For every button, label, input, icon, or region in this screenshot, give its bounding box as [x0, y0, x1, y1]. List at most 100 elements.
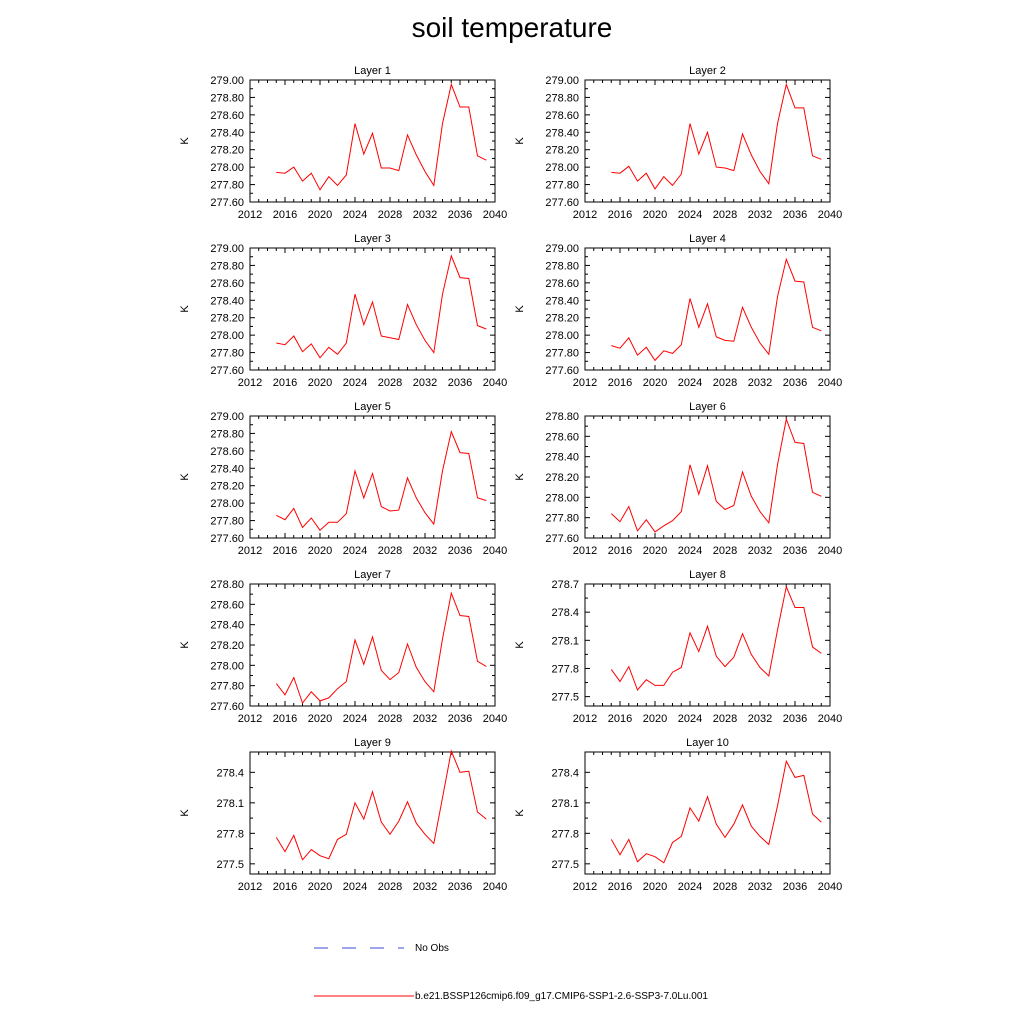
- plot-frame: [249, 79, 496, 203]
- series-line: [275, 591, 487, 705]
- y-tick-label: 278.60: [545, 110, 579, 122]
- y-tick-label: 278.80: [210, 428, 244, 440]
- series-line: [610, 585, 822, 691]
- legend-obs-label: No Obs: [415, 943, 449, 954]
- x-tick-label: 2016: [608, 209, 632, 221]
- panel-title: Layer 9: [354, 737, 391, 749]
- plot-frame: [249, 583, 496, 707]
- x-tick-label: 2028: [713, 377, 737, 389]
- x-tick-label: 2036: [448, 545, 472, 557]
- plot-frame: [584, 415, 831, 539]
- x-tick-label: 2032: [748, 881, 772, 893]
- y-tick-label: 278.00: [210, 162, 244, 174]
- y-axis-label: K: [514, 305, 526, 313]
- y-tick-label: 278.80: [545, 411, 579, 423]
- panel-title: Layer 10: [686, 737, 729, 749]
- y-tick-label: 278.80: [210, 260, 244, 272]
- x-tick-label: 2016: [608, 377, 632, 389]
- y-tick-label: 277.8: [551, 663, 579, 675]
- y-tick-label: 277.5: [551, 859, 579, 871]
- y-tick-label: 278.40: [210, 620, 244, 632]
- x-tick-label: 2016: [273, 881, 297, 893]
- x-tick-label: 2016: [608, 713, 632, 725]
- x-tick-label: 2012: [573, 209, 597, 221]
- x-tick-label: 2036: [783, 713, 807, 725]
- x-tick-label: 2032: [748, 377, 772, 389]
- x-tick-label: 2032: [413, 713, 437, 725]
- panel-layer-7: Layer 7 K 2012 2016 2020 2024 2028 2032 2036 2040…: [179, 569, 507, 725]
- y-tick-label: 278.40: [210, 127, 244, 139]
- y-tick-label: 278.20: [545, 313, 579, 325]
- y-axis-label: K: [179, 137, 191, 145]
- y-tick-label: 278.1: [216, 798, 244, 810]
- y-tick-label: 279.00: [545, 243, 579, 255]
- x-tick-label: 2040: [818, 713, 842, 725]
- x-tick-label: 2040: [483, 713, 507, 725]
- x-tick-label: 2024: [678, 713, 702, 725]
- y-tick-label: 278.60: [210, 278, 244, 290]
- x-tick-label: 2016: [273, 713, 297, 725]
- x-tick-label: 2028: [378, 881, 402, 893]
- y-tick-label: 278.40: [210, 463, 244, 475]
- x-tick-label: 2040: [483, 377, 507, 389]
- panel-layer-5: Layer 5 K 2012 2016 2020 2024 2028 2032 2036 2040…: [179, 401, 507, 557]
- y-tick-label: 277.60: [210, 701, 244, 713]
- x-tick-label: 2032: [413, 209, 437, 221]
- y-tick-label: 277.5: [551, 692, 579, 704]
- y-tick-label: 277.60: [210, 365, 244, 377]
- y-tick-label: 278.40: [545, 452, 579, 464]
- x-tick-label: 2020: [308, 713, 332, 725]
- y-tick-label: 278.80: [210, 579, 244, 591]
- x-tick-label: 2024: [343, 713, 367, 725]
- panel-title: Layer 6: [689, 401, 726, 413]
- x-tick-label: 2020: [643, 377, 667, 389]
- panel-layer-10: Layer 10 K 2012 2016 2020 2024 2028 2032 2036 204…: [514, 737, 842, 893]
- series-line: [275, 749, 487, 861]
- series-line: [276, 430, 487, 531]
- y-tick-label: 278.60: [210, 446, 244, 458]
- x-tick-label: 2020: [643, 881, 667, 893]
- x-tick-label: 2032: [413, 545, 437, 557]
- y-tick-label: 277.80: [210, 516, 244, 528]
- y-axis-label: K: [514, 809, 526, 817]
- y-axis-label: K: [514, 473, 526, 481]
- x-tick-label: 2036: [448, 377, 472, 389]
- y-tick-label: 278.60: [545, 278, 579, 290]
- series-line: [611, 257, 822, 362]
- x-tick-label: 2020: [308, 209, 332, 221]
- x-tick-label: 2024: [343, 377, 367, 389]
- x-tick-label: 2040: [483, 209, 507, 221]
- panel-title: Layer 5: [354, 401, 391, 413]
- x-tick-label: 2020: [308, 377, 332, 389]
- x-tick-label: 2028: [378, 545, 402, 557]
- y-tick-label: 278.20: [210, 313, 244, 325]
- panel-title: Layer 7: [354, 569, 391, 581]
- y-tick-label: 277.8: [551, 828, 579, 840]
- x-tick-label: 2040: [818, 209, 842, 221]
- x-tick-label: 2024: [343, 545, 367, 557]
- y-tick-label: 279.00: [210, 75, 244, 87]
- x-tick-label: 2020: [643, 545, 667, 557]
- x-tick-label: 2016: [273, 545, 297, 557]
- x-tick-label: 2028: [713, 713, 737, 725]
- x-tick-label: 2020: [308, 881, 332, 893]
- y-tick-label: 278.1: [551, 798, 579, 810]
- y-tick-label: 277.80: [545, 180, 579, 192]
- y-tick-label: 277.60: [545, 365, 579, 377]
- y-axis-label: K: [514, 641, 526, 649]
- y-tick-label: 278.80: [545, 92, 579, 104]
- panel-title: Layer 8: [689, 569, 726, 581]
- y-tick-label: 278.1: [551, 635, 579, 647]
- x-tick-label: 2012: [573, 881, 597, 893]
- y-tick-label: 278.00: [545, 162, 579, 174]
- y-tick-label: 278.40: [545, 127, 579, 139]
- y-axis-label: K: [179, 641, 191, 649]
- series-line: [276, 254, 487, 359]
- y-tick-label: 278.80: [545, 260, 579, 272]
- y-tick-label: 278.40: [210, 295, 244, 307]
- legend-run-label: b.e21.BSSP126cmip6.f09_g17.CMIP6-SSP1-2.…: [415, 991, 708, 1002]
- x-tick-label: 2020: [643, 713, 667, 725]
- panel-layer-9: Layer 9 K 2012 2016 2020 2024 2028 2032 2036 2040…: [179, 737, 507, 893]
- y-tick-label: 278.00: [545, 492, 579, 504]
- panel-layer-1: Layer 1 K 2012 2016 2020 2024 2028 2032 2036 2040…: [179, 65, 507, 221]
